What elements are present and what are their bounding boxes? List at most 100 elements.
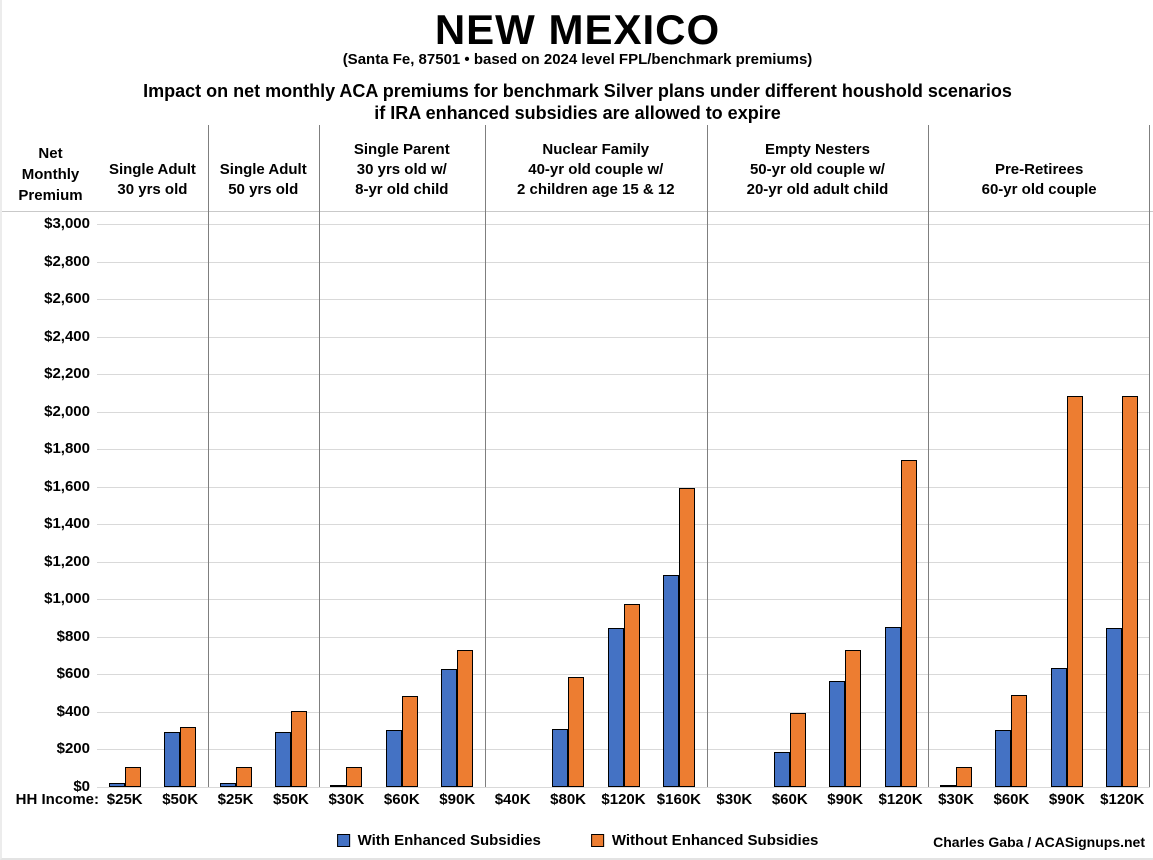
bar-with-subsidies — [330, 785, 347, 787]
y-tick-label: $2,000 — [44, 402, 90, 420]
y-axis-title-line: Premium — [18, 187, 83, 204]
credit-attribution: Charles Gaba / ACASignups.net — [933, 834, 1145, 850]
bar-with-subsidies — [773, 752, 790, 787]
bar-with-subsidies — [441, 668, 458, 787]
chart-heading: Impact on net monthly ACA premiums for b… — [2, 80, 1153, 124]
y-tick-label: $2,400 — [44, 327, 90, 345]
y-tick-label: $1,400 — [44, 515, 90, 533]
gridline — [97, 787, 1150, 788]
page-title: NEW MEXICO — [434, 6, 721, 53]
y-axis-title: Net Monthly Premium — [2, 143, 99, 206]
gridline — [97, 599, 1150, 601]
bar-with-subsidies — [108, 783, 125, 787]
bar-with-subsidies — [995, 729, 1012, 787]
chart-subtitle: (Santa Fe, 87501 • based on 2024 level F… — [342, 51, 813, 68]
group-title-line: Single Parent — [353, 141, 450, 158]
bar-with-subsidies — [552, 728, 569, 787]
bar-without-subsidies — [180, 726, 197, 787]
bar-with-subsidies — [829, 680, 846, 787]
income-label: $25K — [217, 791, 254, 808]
bar-with-subsidies — [662, 574, 679, 787]
group-title-line: Pre-Retirees — [994, 161, 1084, 178]
group-title-line: 50-yr old couple w/ — [749, 161, 885, 178]
income-label: $30K — [938, 791, 974, 808]
y-tick-label: $600 — [56, 665, 90, 683]
legend-item-without-subsidies: Without Enhanced Subsidies — [590, 832, 819, 849]
y-axis-title-line: Net — [38, 145, 63, 162]
y-tick-label: $1,000 — [44, 590, 90, 608]
group-title-line: Single Adult — [219, 161, 307, 178]
income-label: $90K — [439, 791, 476, 808]
y-tick-label: $2,200 — [44, 365, 90, 383]
bar-without-subsidies — [623, 604, 640, 787]
gridline — [97, 486, 1150, 488]
legend-swatch-orange-icon — [590, 834, 604, 847]
bar-without-subsidies — [235, 767, 252, 787]
header-band-separator — [2, 211, 1153, 212]
group-title-line: 30 yrs old — [117, 181, 188, 198]
bar-without-subsidies — [568, 677, 585, 787]
y-tick-label: $200 — [56, 740, 90, 758]
group-divider — [706, 125, 708, 787]
y-tick-label: $800 — [56, 627, 90, 645]
group-divider — [928, 125, 930, 787]
bar-with-subsidies — [1106, 628, 1123, 787]
y-axis-title-line: Monthly — [21, 166, 80, 183]
bar-with-subsidies — [219, 783, 236, 787]
bar-without-subsidies — [346, 767, 363, 787]
income-label: $25K — [106, 791, 143, 808]
group-title-line: 8-yr old child — [355, 181, 449, 198]
group-title-line: 2 children age 15 & 12 — [516, 181, 675, 198]
bar-without-subsidies — [956, 767, 973, 787]
bar-with-subsidies — [274, 731, 291, 787]
bar-without-subsidies — [457, 650, 474, 787]
bar-without-subsidies — [401, 695, 418, 787]
income-label: $90K — [1048, 791, 1085, 808]
gridline — [97, 261, 1150, 263]
gridline — [97, 374, 1150, 376]
gridline — [97, 524, 1150, 526]
legend-label-without: Without Enhanced Subsidies — [611, 832, 819, 849]
income-label: $120K — [601, 791, 646, 808]
chart-heading-line1: Impact on net monthly ACA premiums for b… — [143, 81, 1012, 101]
income-label: $50K — [162, 791, 199, 808]
group-title: Empty Nesters 50-yr old couple w/20-yr ol… — [707, 125, 929, 211]
y-tick-label: $0 — [73, 778, 90, 795]
y-tick-label: $2,800 — [44, 252, 90, 270]
legend: With Enhanced Subsidies Without Enhanced… — [336, 832, 819, 849]
group-title: Single Parent 30 yrs old w/8-yr old child — [319, 125, 485, 211]
group-title-line: 30 yrs old w/ — [356, 161, 447, 178]
group-title-line: 20-yr old adult child — [746, 181, 889, 198]
bar-with-subsidies — [1050, 667, 1067, 787]
group-title-line: Nuclear Family — [542, 141, 650, 158]
y-tick-label: $1,800 — [44, 440, 90, 458]
y-tick-label: $1,200 — [44, 552, 90, 570]
income-label: $160K — [656, 791, 701, 808]
y-tick-label: $400 — [56, 702, 90, 720]
bar-without-subsidies — [678, 487, 695, 787]
bar-without-subsidies — [1066, 395, 1083, 787]
income-label: $50K — [273, 791, 309, 808]
income-label: $120K — [1100, 791, 1145, 808]
group-title: Single Adult 50 yrs old — [208, 125, 319, 211]
gridline — [97, 449, 1150, 451]
plot-right-boundary — [1149, 125, 1150, 787]
bar-without-subsidies — [290, 710, 307, 787]
y-tick-label: $1,600 — [44, 477, 90, 495]
group-title: Pre-Retirees 60-yr old couple — [928, 125, 1150, 211]
chart-heading-line2: if IRA enhanced subsidies are allowed to… — [374, 103, 781, 123]
income-label: $30K — [716, 791, 753, 808]
gridline — [97, 224, 1150, 225]
bar-without-subsidies — [1011, 695, 1028, 787]
group-title-line: 60-yr old couple — [981, 181, 1097, 198]
legend-label-with: With Enhanced Subsidies — [357, 832, 541, 849]
group-divider — [484, 125, 486, 787]
gridline — [97, 336, 1150, 338]
income-label: $30K — [328, 791, 365, 808]
income-label: $90K — [827, 791, 864, 808]
income-label: $120K — [878, 791, 923, 808]
gridline — [97, 411, 1150, 413]
income-label: $60K — [383, 791, 420, 808]
income-label: $80K — [550, 791, 586, 808]
